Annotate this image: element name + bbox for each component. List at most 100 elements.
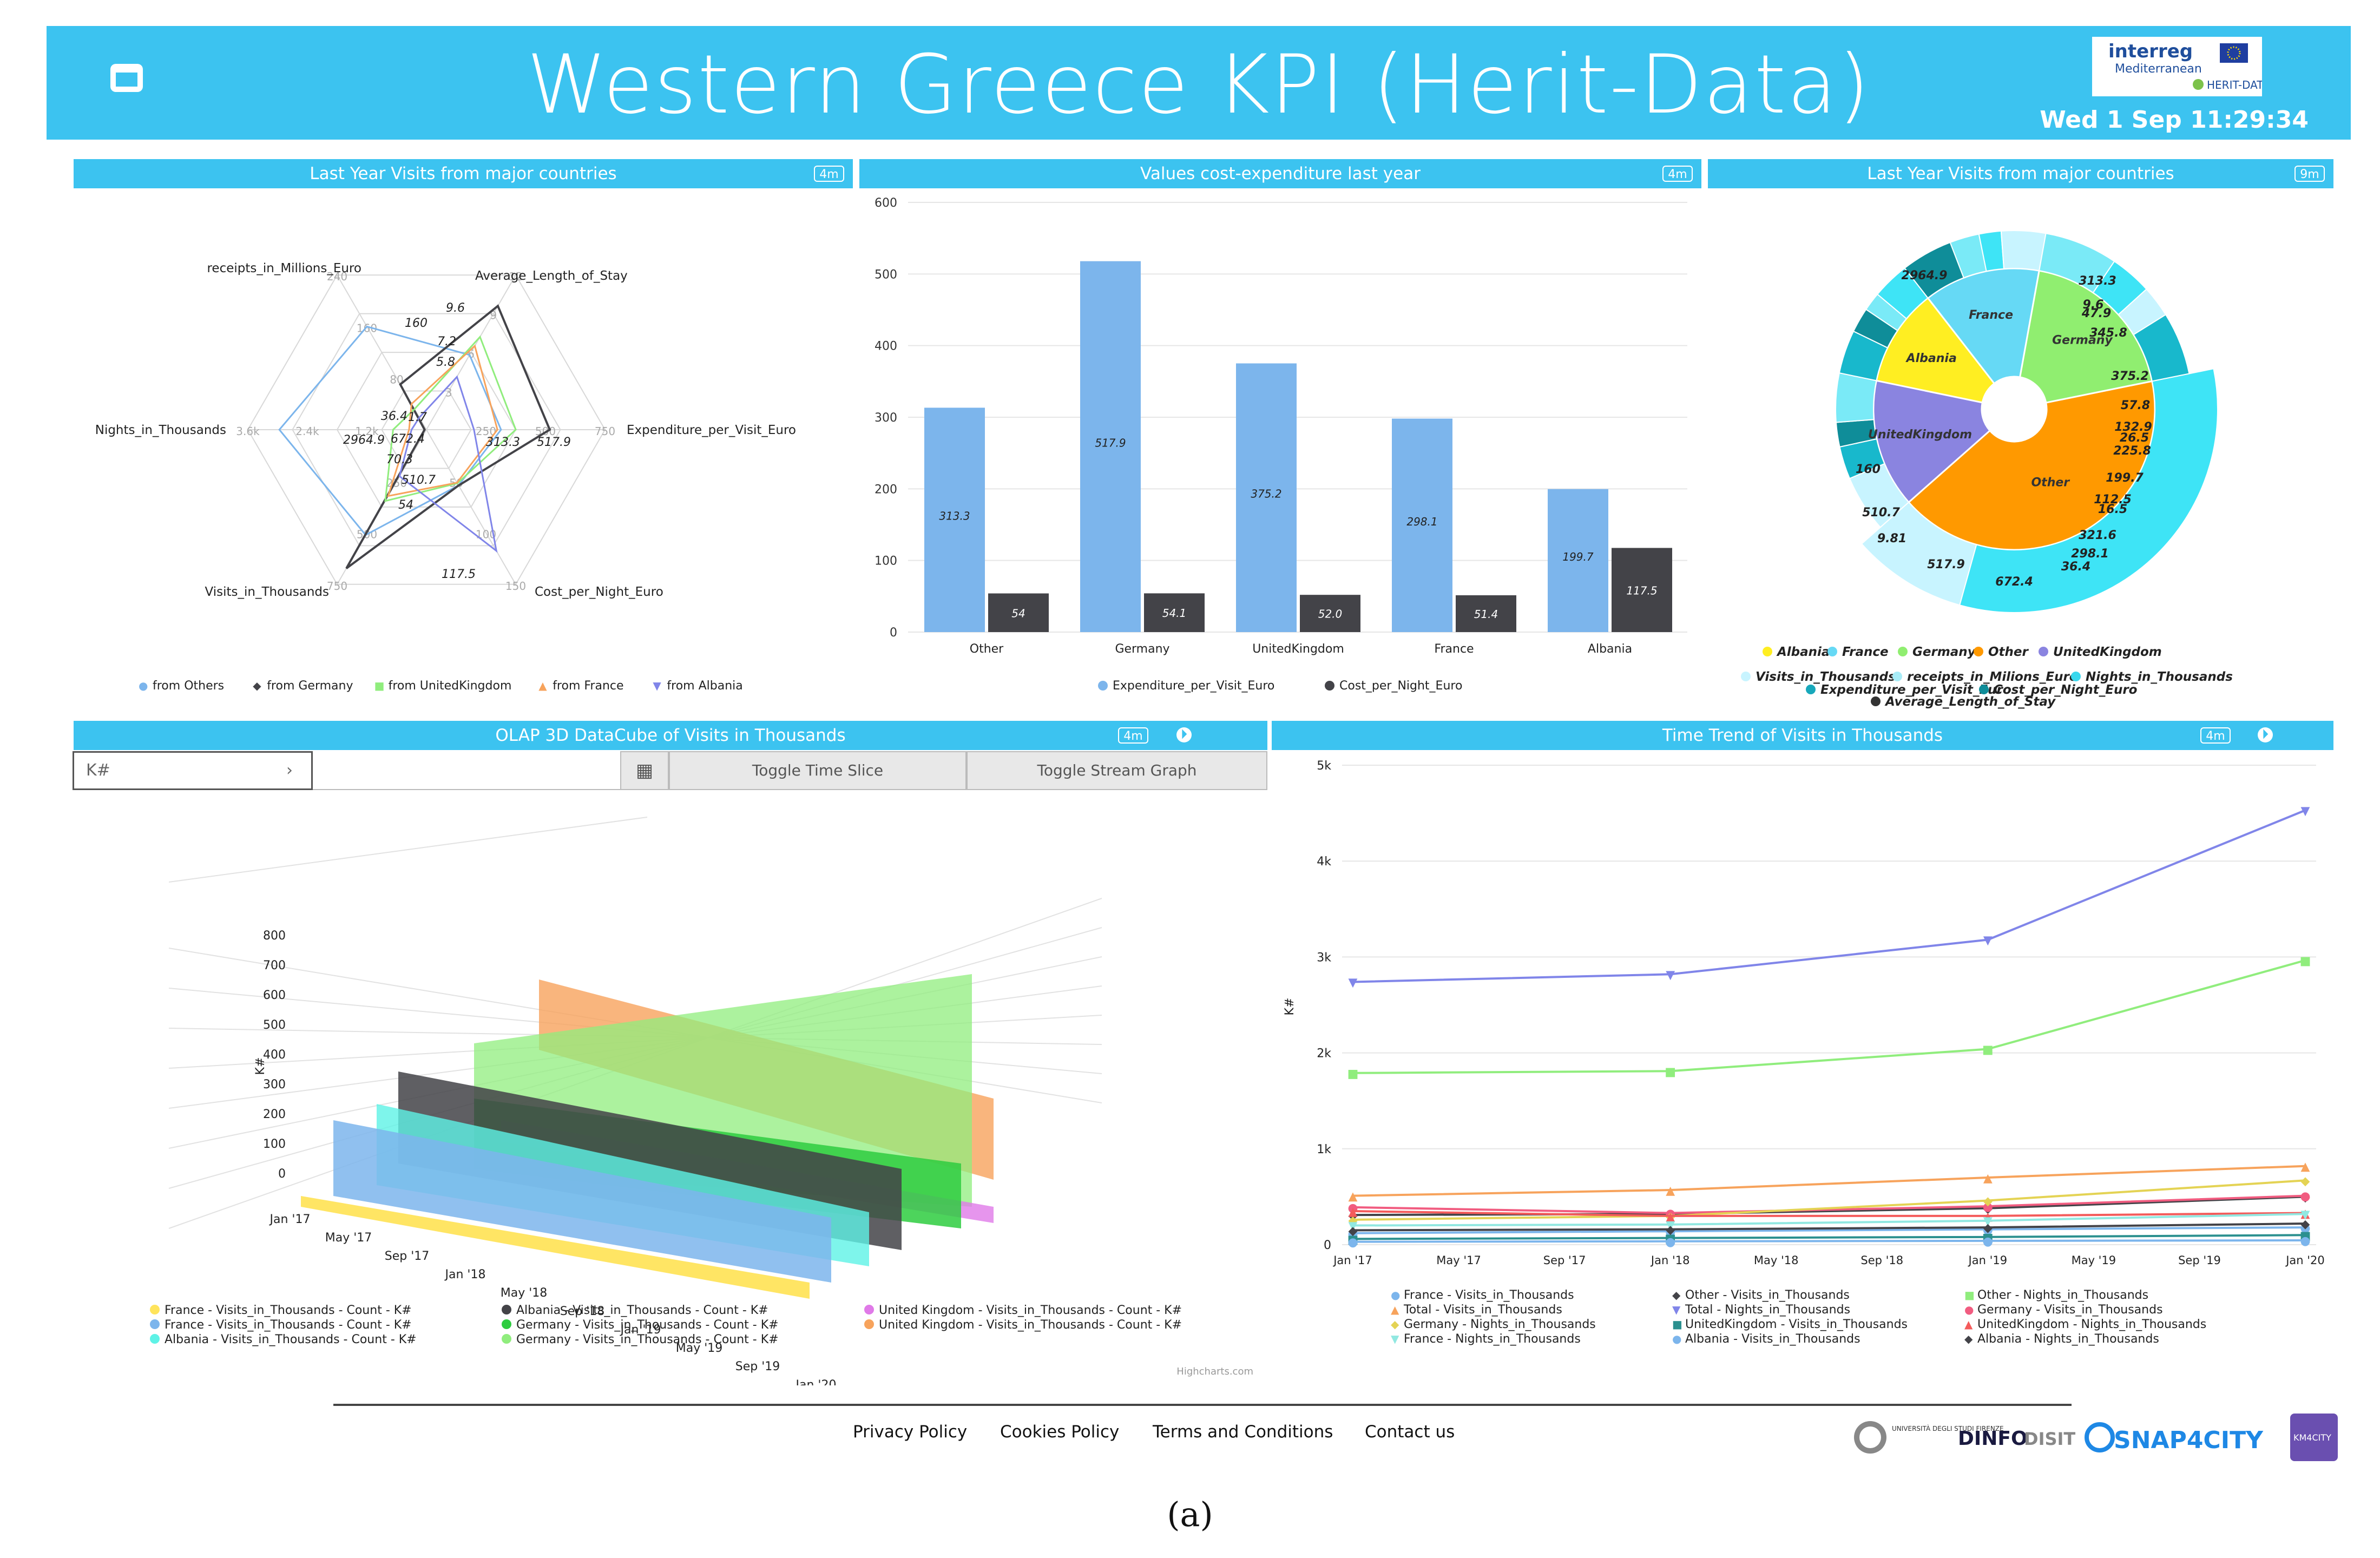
cube-legend-marker: [502, 1305, 511, 1314]
metric-select[interactable]: K# ›: [73, 751, 313, 790]
sunburst-outer-segment: [1958, 368, 2218, 613]
calendar-icon[interactable]: ▦: [620, 751, 669, 790]
cube-ytick-label: 700: [263, 959, 286, 972]
terms-link[interactable]: Terms and Conditions: [1153, 1422, 1333, 1442]
trend-point-marker: ◆: [2301, 1174, 2310, 1188]
sunburst-legend-label: Nights_in_Thousands: [2086, 670, 2233, 684]
bar-Expenditure_per_Visit_Euro: [924, 407, 985, 632]
trend-xtick-label: Sep '19: [2178, 1254, 2221, 1267]
sunburst-legend-marker: [1892, 672, 1902, 681]
sunburst-refresh-badge[interactable]: 9m: [2294, 166, 2325, 182]
radar-axis-title: Visits_in_Thousands: [205, 585, 329, 599]
sunburst-outer-label: 199.7: [2106, 471, 2144, 485]
cube-ytick-label: 0: [278, 1167, 286, 1181]
cube-legend-label: Albania - Visits_in_Thousands - Count - …: [516, 1304, 768, 1317]
radar-axis-line: [426, 274, 516, 430]
bar-data-label: 52.0: [1318, 608, 1343, 621]
cookies-policy-link[interactable]: Cookies Policy: [1000, 1422, 1120, 1442]
bar-ytick-label: 200: [875, 483, 897, 496]
sunburst-widget-title: Last Year Visits from major countries: [1867, 164, 2174, 183]
footer-divider: [333, 1404, 2072, 1406]
sunburst-outer-label: 313.3: [2079, 274, 2116, 288]
bar-Expenditure_per_Visit_Euro: [1236, 363, 1297, 632]
sunburst-legend-label: Albania: [1776, 645, 1830, 659]
sunburst-outer-label: 345.8: [2089, 326, 2127, 340]
cube-xtick-label: May '19: [676, 1342, 723, 1355]
date-range-field[interactable]: [313, 751, 620, 790]
radar-data-label: 70.3: [386, 453, 413, 466]
snap4city-logo: SNAP4CITY: [2114, 1426, 2264, 1454]
trend-point-marker: ▲: [2301, 1160, 2310, 1174]
bar-category-label: Albania: [1588, 642, 1632, 656]
trend-point-marker: ●: [2300, 1234, 2310, 1248]
bar-category-label: France: [1434, 642, 1474, 656]
cube-widget-header: OLAP 3D DataCube of Visits in Thousands …: [74, 721, 1267, 750]
bar-Expenditure_per_Visit_Euro: [1548, 489, 1608, 632]
trend-refresh-badge[interactable]: 4m: [2200, 727, 2231, 744]
trend-series-line: [1352, 1179, 2306, 1221]
sunburst-center-label: France: [1969, 308, 2013, 322]
km4city-logo: KM4CITY: [2293, 1432, 2331, 1443]
trend-legend-label: Albania - Visits_in_Thousands: [1685, 1332, 1860, 1346]
bar-data-label: 51.4: [1474, 608, 1498, 621]
cube-legend-label: Germany - Visits_in_Thousands - Count - …: [516, 1333, 779, 1346]
bar-ytick-label: 600: [875, 196, 897, 210]
radar-legend-label: from UnitedKingdom: [389, 679, 512, 693]
trend-series-line: [1352, 1209, 2306, 1217]
line-chart: 0 1k 2k 3k 4k 5k K# Jan '17 May '17 Sep '17 Jan '1…: [1283, 759, 2325, 1346]
bars-refresh-badge[interactable]: 4m: [1662, 166, 1693, 182]
trend-point-marker: ◆: [1666, 1224, 1675, 1237]
sunburst-legend-marker: [1827, 647, 1837, 656]
trend-point-marker: ◆: [1983, 1221, 1993, 1235]
menu-icon[interactable]: [110, 64, 143, 92]
trend-ytick-label: 2k: [1317, 1047, 1331, 1061]
trend-legend-label: Germany - Visits_in_Thousands: [1977, 1303, 2163, 1317]
trend-ytick-label: 4k: [1317, 855, 1331, 869]
contact-link[interactable]: Contact us: [1365, 1422, 1455, 1442]
toggle-stream-graph-button[interactable]: Toggle Stream Graph: [967, 751, 1267, 790]
trend-legend-marker: ●: [1964, 1303, 1974, 1316]
cube-legend-label: United Kingdom - Visits_in_Thousands - C…: [879, 1318, 1182, 1332]
info-icon[interactable]: ⏵: [2258, 727, 2273, 742]
sunburst-outer-label: 16.5: [2098, 503, 2127, 516]
radar-legend-label: from France: [553, 679, 623, 693]
radar-axis-title: receipts_in_Millions_Euro: [207, 261, 361, 275]
radar-data-label: 313.3: [486, 436, 520, 449]
radar-grid-label: 240: [327, 270, 347, 283]
info-icon[interactable]: ⏵: [1176, 727, 1192, 742]
cube-area-slab: [333, 1120, 831, 1283]
bar-Cost_per_Night_Euro: [988, 593, 1049, 632]
unifi-logo: UNIVERSITÀ DEGLI STUDI FIRENZE: [1892, 1424, 2004, 1432]
figure-caption: (a): [1167, 1495, 1213, 1534]
sunburst-outer-label: 517.9: [1927, 558, 1965, 571]
cube-refresh-badge[interactable]: 4m: [1118, 727, 1148, 744]
radar-widget-title: Last Year Visits from major countries: [310, 164, 617, 183]
bar-category-label: Other: [970, 642, 1004, 656]
trend-legend-marker: ▲: [1391, 1303, 1399, 1316]
bar-legend-marker: [1325, 681, 1334, 691]
bars-widget-header: Values cost-expenditure last year 4m: [859, 159, 1701, 188]
trend-xtick-label: May '19: [2072, 1254, 2116, 1267]
trend-legend-label: France - Nights_in_Thousands: [1404, 1332, 1581, 1346]
sunburst-legend-marker: [1898, 647, 1908, 656]
cube-ytick-label: 600: [263, 989, 286, 1002]
cube-xtick-label: Sep '19: [735, 1360, 780, 1373]
trend-legend-label: Albania - Nights_in_Thousands: [1977, 1332, 2159, 1346]
trend-legend-marker: ●: [1672, 1332, 1681, 1345]
trend-series-line: [1352, 1194, 2306, 1214]
radar-data-label: 36.4: [381, 410, 407, 423]
radar-data-label: 9.6: [446, 301, 465, 315]
radar-data-label: 54: [398, 498, 413, 512]
radar-refresh-badge[interactable]: 4m: [814, 166, 844, 182]
dashboard-header: Western Greece KPI (Herit-Data) interreg…: [47, 26, 2351, 140]
radar-grid-label: 750: [327, 580, 347, 593]
trend-xtick-label: Jan '20: [2285, 1254, 2325, 1267]
trend-point-marker: ■: [1347, 1067, 1359, 1081]
sunburst-outer-label: 298.1: [2071, 547, 2109, 561]
sunburst-center-label: Other: [2031, 476, 2070, 489]
cube-widget-title: OLAP 3D DataCube of Visits in Thousands: [495, 726, 846, 745]
privacy-policy-link[interactable]: Privacy Policy: [853, 1422, 968, 1442]
cube-ytick-label: 400: [263, 1048, 286, 1062]
toggle-time-slice-button[interactable]: Toggle Time Slice: [669, 751, 967, 790]
cube-area-slab: [301, 1196, 810, 1299]
